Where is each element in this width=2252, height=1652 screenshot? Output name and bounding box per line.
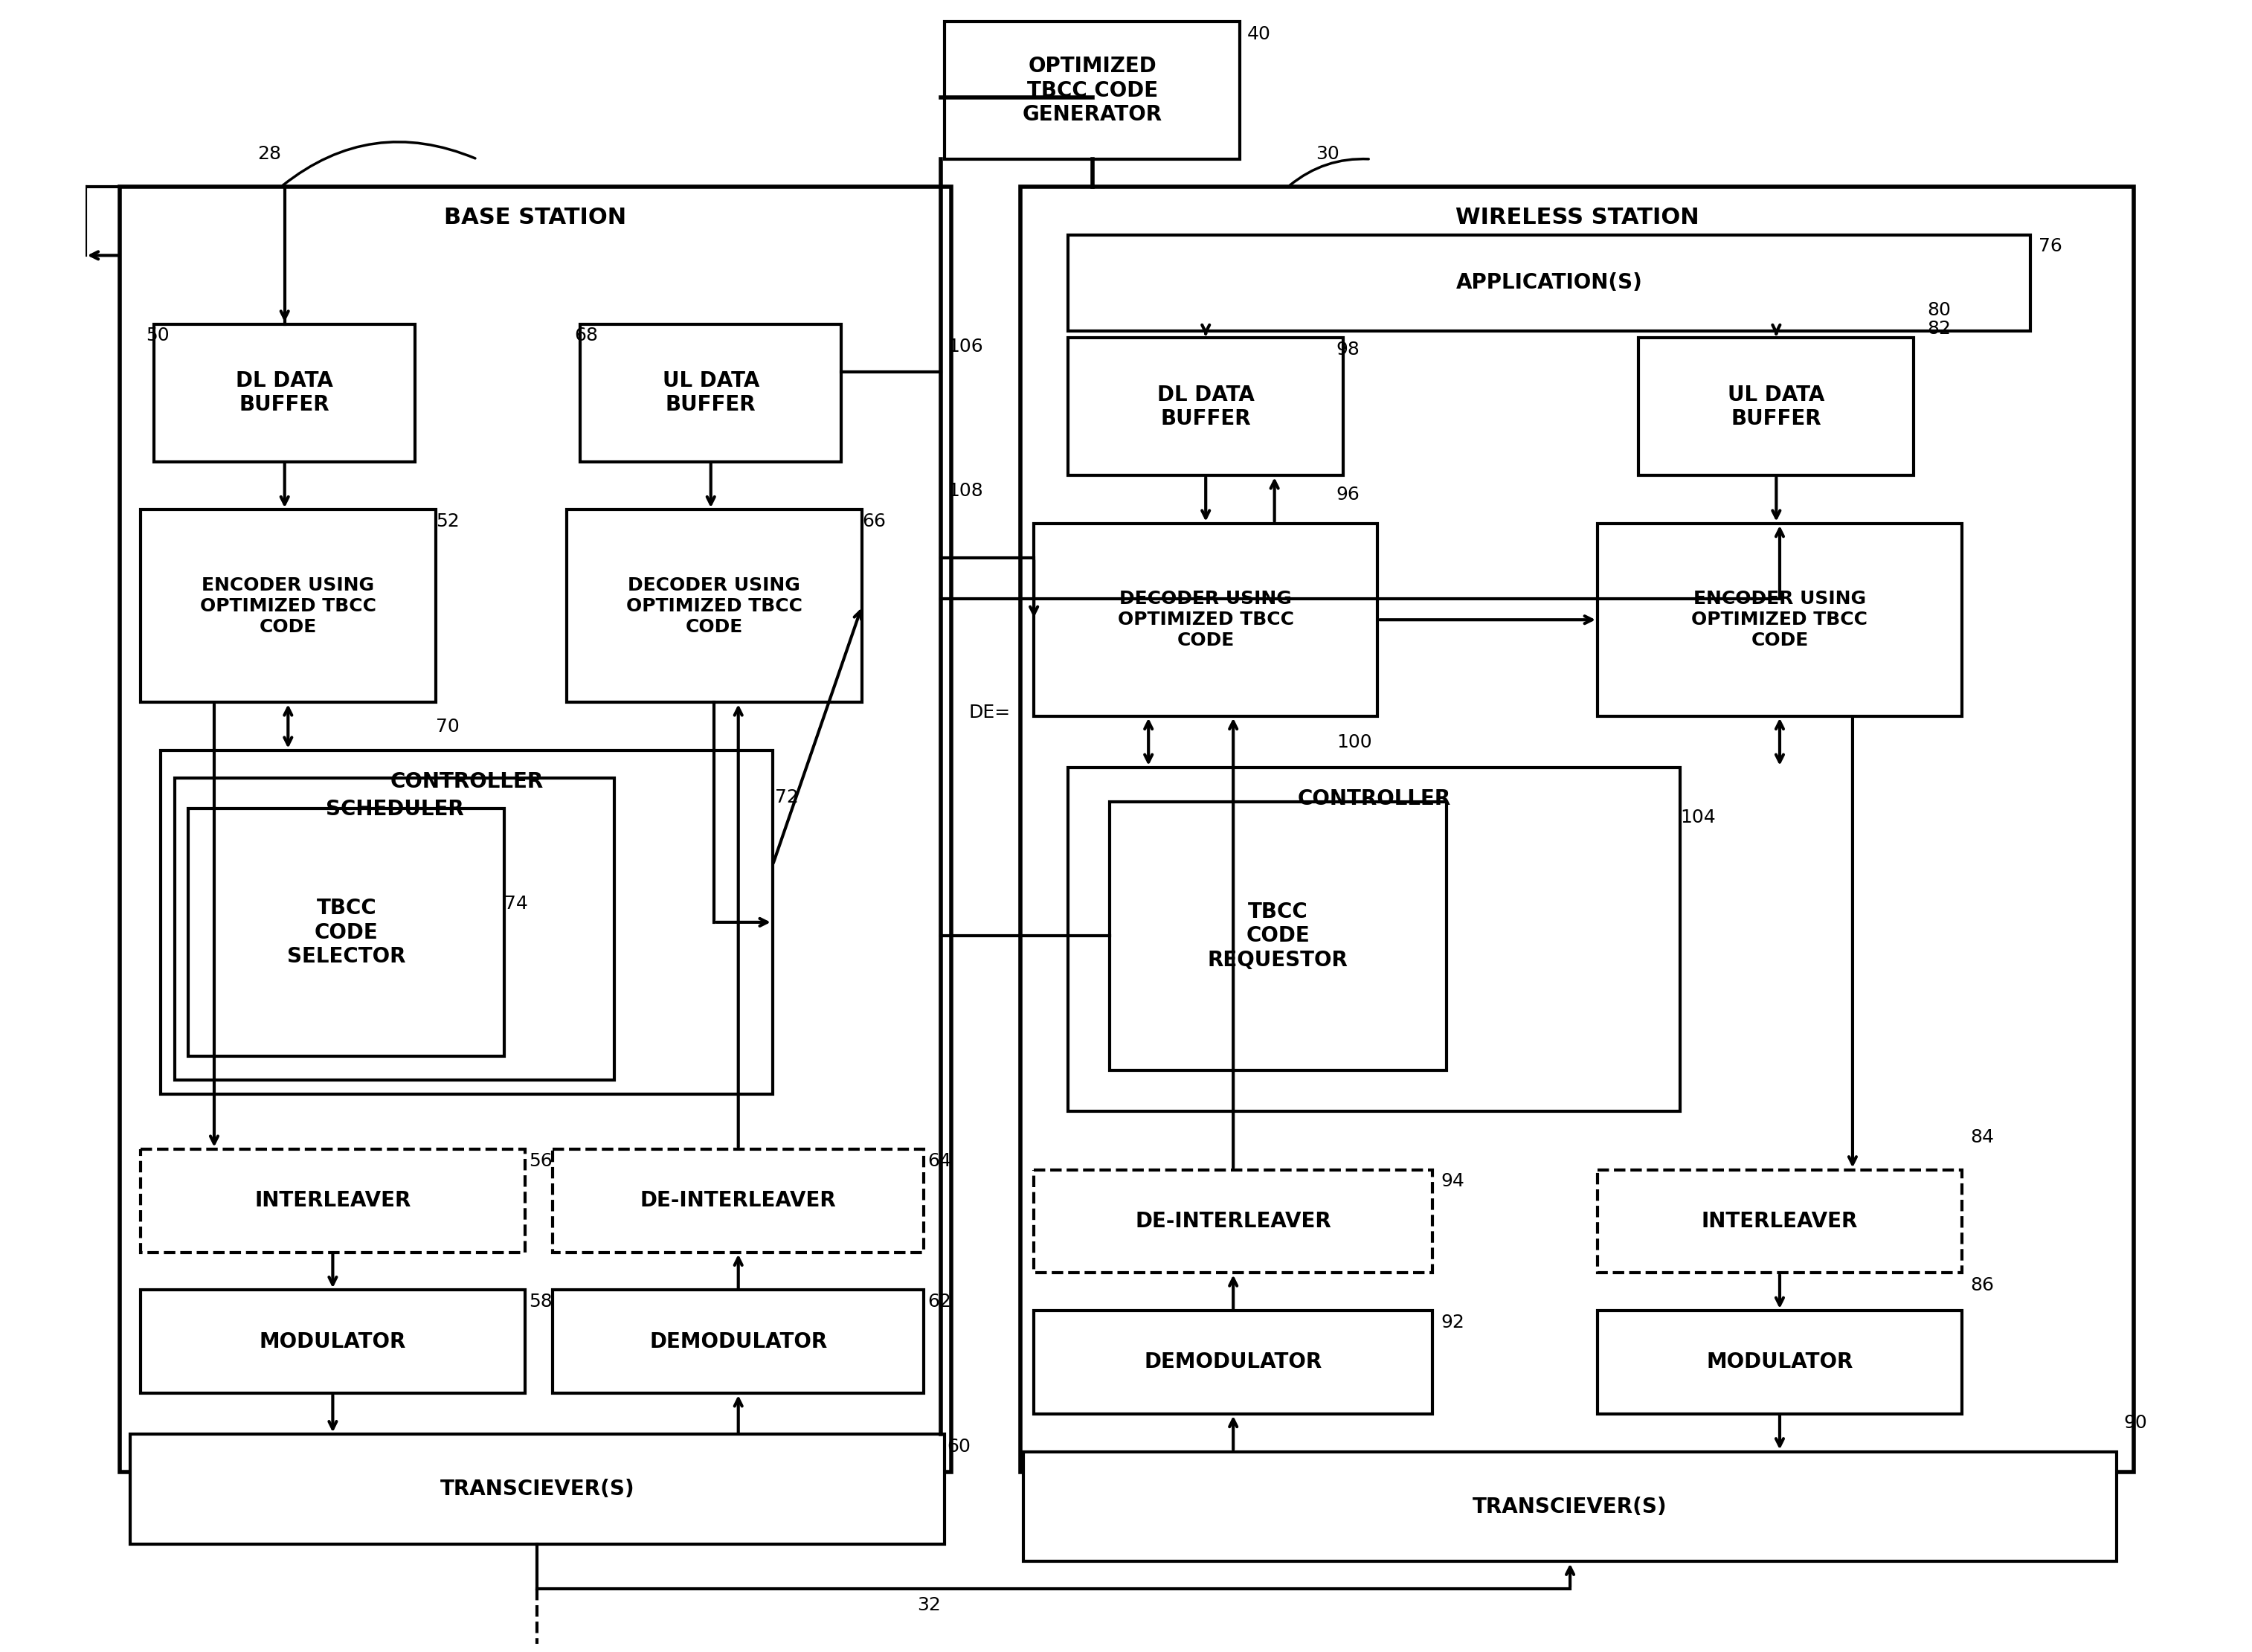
Text: DECODER USING
OPTIMIZED TBCC
CODE: DECODER USING OPTIMIZED TBCC CODE bbox=[626, 577, 802, 636]
Text: DL DATA
BUFFER: DL DATA BUFFER bbox=[1158, 385, 1254, 430]
Text: INTERLEAVER: INTERLEAVER bbox=[1703, 1211, 1858, 1232]
Text: 64: 64 bbox=[928, 1151, 950, 1170]
Bar bbox=[131, 1434, 944, 1545]
Text: 32: 32 bbox=[917, 1596, 941, 1614]
Bar bbox=[1067, 768, 1680, 1112]
Bar bbox=[1020, 187, 2133, 1472]
Text: ENCODER USING
OPTIMIZED TBCC
CODE: ENCODER USING OPTIMIZED TBCC CODE bbox=[1691, 590, 1867, 649]
Text: WIRELESS STATION: WIRELESS STATION bbox=[1455, 206, 1698, 228]
Text: 74: 74 bbox=[504, 895, 529, 912]
Text: 52: 52 bbox=[437, 512, 459, 530]
Text: 106: 106 bbox=[948, 339, 984, 355]
Text: TBCC
CODE
SELECTOR: TBCC CODE SELECTOR bbox=[288, 899, 405, 966]
Text: 70: 70 bbox=[437, 719, 459, 735]
Bar bbox=[1067, 235, 2031, 330]
Text: 94: 94 bbox=[1441, 1173, 1464, 1191]
Text: 66: 66 bbox=[863, 512, 885, 530]
Bar bbox=[1597, 524, 1961, 715]
Text: 30: 30 bbox=[1315, 145, 1340, 164]
Text: 28: 28 bbox=[257, 145, 282, 164]
Bar bbox=[1034, 524, 1378, 715]
Text: DE=: DE= bbox=[968, 704, 1011, 722]
Text: 40: 40 bbox=[1248, 25, 1270, 43]
Text: 56: 56 bbox=[529, 1151, 552, 1170]
Bar bbox=[1067, 339, 1342, 476]
Bar bbox=[1597, 1310, 1961, 1414]
Text: 108: 108 bbox=[948, 482, 984, 501]
Text: APPLICATION(S): APPLICATION(S) bbox=[1457, 273, 1642, 294]
Bar bbox=[119, 187, 950, 1472]
Text: 68: 68 bbox=[574, 327, 599, 345]
Bar bbox=[140, 1290, 525, 1393]
Text: 80: 80 bbox=[1928, 301, 1950, 319]
Text: TRANSCIEVER(S): TRANSCIEVER(S) bbox=[1473, 1497, 1666, 1517]
Text: TRANSCIEVER(S): TRANSCIEVER(S) bbox=[439, 1479, 635, 1500]
Text: UL DATA
BUFFER: UL DATA BUFFER bbox=[662, 370, 759, 415]
Text: DEMODULATOR: DEMODULATOR bbox=[1144, 1351, 1322, 1373]
Bar bbox=[568, 510, 863, 702]
Text: DEMODULATOR: DEMODULATOR bbox=[649, 1332, 826, 1351]
Text: BASE STATION: BASE STATION bbox=[444, 206, 626, 228]
Bar bbox=[1597, 1170, 1961, 1272]
Text: 90: 90 bbox=[2124, 1414, 2146, 1432]
Text: DECODER USING
OPTIMIZED TBCC
CODE: DECODER USING OPTIMIZED TBCC CODE bbox=[1117, 590, 1295, 649]
Text: DE-INTERLEAVER: DE-INTERLEAVER bbox=[1135, 1211, 1331, 1232]
Text: 104: 104 bbox=[1680, 809, 1716, 826]
Bar bbox=[581, 324, 842, 461]
Bar bbox=[160, 750, 772, 1094]
Bar bbox=[140, 510, 437, 702]
Bar bbox=[1025, 1452, 2117, 1561]
Text: 60: 60 bbox=[948, 1437, 971, 1455]
Text: 96: 96 bbox=[1335, 486, 1360, 504]
Bar bbox=[1034, 1310, 1432, 1414]
Text: 72: 72 bbox=[775, 788, 799, 806]
Text: 86: 86 bbox=[1970, 1277, 1993, 1294]
Text: INTERLEAVER: INTERLEAVER bbox=[254, 1189, 410, 1211]
Bar bbox=[552, 1150, 923, 1252]
Text: OPTIMIZED
TBCC CODE
GENERATOR: OPTIMIZED TBCC CODE GENERATOR bbox=[1022, 56, 1162, 126]
Bar bbox=[552, 1290, 923, 1393]
Bar bbox=[1034, 1170, 1432, 1272]
Text: MODULATOR: MODULATOR bbox=[259, 1332, 405, 1351]
Text: 100: 100 bbox=[1335, 733, 1371, 752]
Text: 62: 62 bbox=[928, 1294, 950, 1310]
Text: 50: 50 bbox=[146, 327, 169, 345]
Text: ENCODER USING
OPTIMIZED TBCC
CODE: ENCODER USING OPTIMIZED TBCC CODE bbox=[200, 577, 376, 636]
Text: 76: 76 bbox=[2038, 238, 2063, 256]
Text: 98: 98 bbox=[1335, 340, 1360, 358]
Text: 82: 82 bbox=[1928, 320, 1950, 339]
Text: CONTROLLER: CONTROLLER bbox=[1297, 788, 1450, 809]
Text: 84: 84 bbox=[1970, 1128, 1993, 1146]
Bar bbox=[1110, 801, 1446, 1070]
Bar bbox=[176, 778, 615, 1080]
Bar bbox=[1639, 339, 1914, 476]
Text: 58: 58 bbox=[529, 1294, 552, 1310]
Text: DL DATA
BUFFER: DL DATA BUFFER bbox=[236, 370, 333, 415]
Text: 92: 92 bbox=[1441, 1313, 1464, 1332]
Bar bbox=[153, 324, 414, 461]
Bar bbox=[140, 1150, 525, 1252]
Text: UL DATA
BUFFER: UL DATA BUFFER bbox=[1727, 385, 1824, 430]
Text: CONTROLLER: CONTROLLER bbox=[390, 771, 543, 791]
Text: DE-INTERLEAVER: DE-INTERLEAVER bbox=[640, 1189, 835, 1211]
Text: SCHEDULER: SCHEDULER bbox=[327, 798, 464, 819]
Bar bbox=[189, 809, 504, 1056]
Text: MODULATOR: MODULATOR bbox=[1707, 1351, 1853, 1373]
Bar bbox=[944, 21, 1241, 159]
Text: TBCC
CODE
REQUESTOR: TBCC CODE REQUESTOR bbox=[1207, 902, 1349, 970]
